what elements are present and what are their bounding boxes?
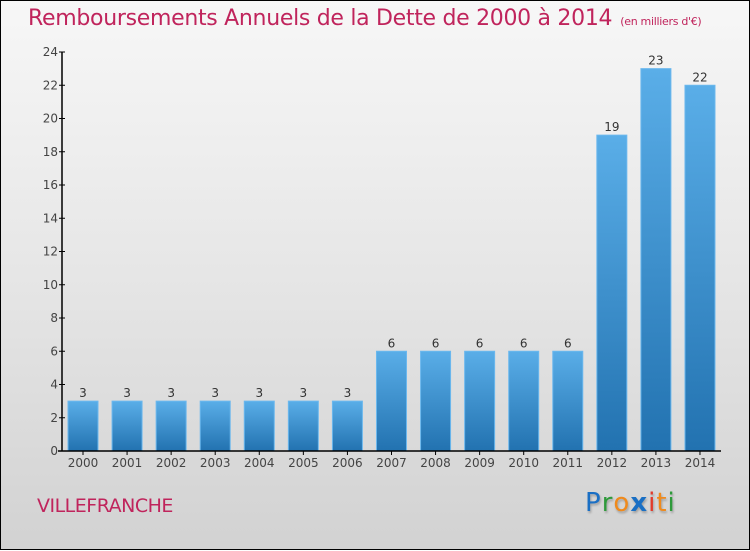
value-label-2002: 3 xyxy=(167,386,175,400)
y-tick-label: 2 xyxy=(50,411,58,425)
x-tick-label-2006: 2006 xyxy=(332,456,363,470)
bar-2012 xyxy=(596,134,628,452)
logo-letter: i xyxy=(667,488,676,518)
value-label-2004: 3 xyxy=(255,386,263,400)
bar-2004 xyxy=(243,400,275,452)
bar-2001 xyxy=(111,400,143,452)
y-tick-label: 18 xyxy=(43,145,58,159)
bar-2002 xyxy=(155,400,187,452)
x-tick-label-2011: 2011 xyxy=(552,456,583,470)
bar-2000 xyxy=(67,400,99,452)
bar-2010 xyxy=(508,350,540,452)
value-label-2001: 3 xyxy=(123,386,131,400)
y-tick-label: 8 xyxy=(50,311,58,325)
y-tick-label: 12 xyxy=(43,245,58,259)
value-label-2013: 23 xyxy=(648,54,663,68)
y-tick-label: 24 xyxy=(43,45,58,59)
value-label-2003: 3 xyxy=(211,386,219,400)
bar-2003 xyxy=(199,400,231,452)
x-tick-label-2014: 2014 xyxy=(685,456,716,470)
y-tick-label: 10 xyxy=(43,278,58,292)
logo-letter: o xyxy=(613,488,631,518)
value-label-2011: 6 xyxy=(564,336,572,350)
y-tick-label: 6 xyxy=(50,344,58,358)
bar-2008 xyxy=(420,350,452,452)
x-tick-label-2002: 2002 xyxy=(156,456,187,470)
x-tick-label-2008: 2008 xyxy=(420,456,451,470)
value-label-2005: 3 xyxy=(300,386,308,400)
chart-title-text: Remboursements Annuels de la Dette de 20… xyxy=(28,6,613,31)
logo-letter: t xyxy=(656,488,668,518)
bar-2009 xyxy=(464,350,496,452)
x-tick-label-2000: 2000 xyxy=(68,456,99,470)
x-tick-label-2010: 2010 xyxy=(508,456,539,470)
bar-2014 xyxy=(684,84,716,452)
y-tick-label: 20 xyxy=(43,112,58,126)
city-name: VILLEFRANCHE xyxy=(37,495,173,517)
value-label-2012: 19 xyxy=(604,120,619,134)
logo-letter: r xyxy=(601,488,614,518)
x-tick-label-2013: 2013 xyxy=(641,456,672,470)
bar-2006 xyxy=(331,400,363,452)
x-tick-label-2003: 2003 xyxy=(200,456,231,470)
bar-2005 xyxy=(287,400,319,452)
y-tick-label: 0 xyxy=(50,444,58,458)
x-tick-label-2009: 2009 xyxy=(464,456,495,470)
bar-2013 xyxy=(640,68,672,452)
value-label-2006: 3 xyxy=(344,386,352,400)
logo-letter: i xyxy=(648,488,657,518)
value-label-2007: 6 xyxy=(388,336,396,350)
y-tick-label: 22 xyxy=(43,78,58,92)
value-label-2010: 6 xyxy=(520,336,528,350)
value-label-2009: 6 xyxy=(476,336,484,350)
x-tick-label-2004: 2004 xyxy=(244,456,275,470)
x-tick-label-2012: 2012 xyxy=(597,456,628,470)
bar-2007 xyxy=(375,350,407,452)
bar-2011 xyxy=(552,350,584,452)
y-tick-label: 14 xyxy=(43,211,58,225)
y-tick-label: 4 xyxy=(50,378,58,392)
x-tick-label-2005: 2005 xyxy=(288,456,319,470)
logo-letter: P xyxy=(585,488,602,518)
y-tick-label: 16 xyxy=(43,178,58,192)
chart-unit: (en milliers d'€) xyxy=(620,15,702,28)
chart-title: Remboursements Annuels de la Dette de 20… xyxy=(28,6,702,31)
value-label-2000: 3 xyxy=(79,386,87,400)
value-label-2014: 22 xyxy=(692,70,707,84)
x-tick-label-2007: 2007 xyxy=(376,456,407,470)
proxiti-logo[interactable]: Proxiti xyxy=(585,488,676,518)
logo-letter: x xyxy=(630,488,649,518)
x-tick-label-2001: 2001 xyxy=(112,456,143,470)
value-label-2008: 6 xyxy=(432,336,440,350)
